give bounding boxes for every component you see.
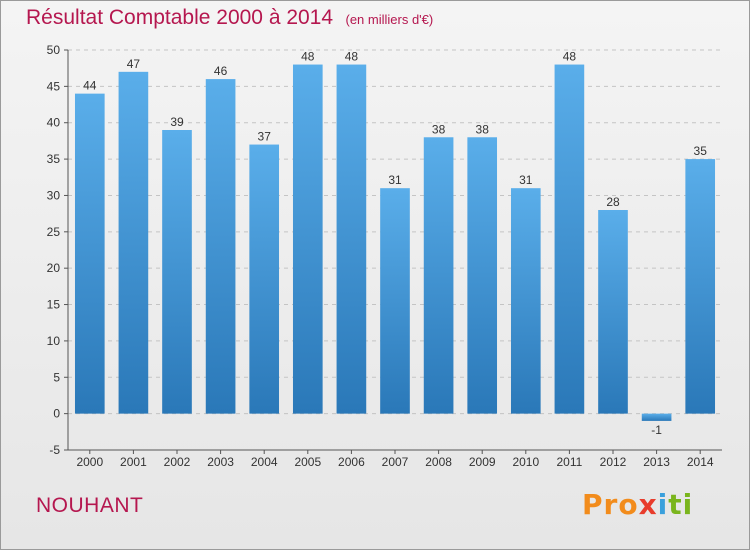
y-tick-label: 20 xyxy=(47,261,61,275)
bar xyxy=(162,130,192,414)
data-label: 38 xyxy=(432,122,446,136)
data-label: -1 xyxy=(651,423,662,437)
bar xyxy=(510,188,541,414)
commune-name: NOUHANT xyxy=(36,494,144,517)
bar xyxy=(205,79,236,414)
y-tick-label: 45 xyxy=(47,79,61,93)
x-tick-label: 2004 xyxy=(251,455,278,469)
data-label: 46 xyxy=(214,64,228,78)
y-tick-label: 35 xyxy=(47,152,61,166)
data-label: 44 xyxy=(83,79,97,93)
bar xyxy=(118,71,149,414)
x-tick-label: 2001 xyxy=(120,455,147,469)
y-tick-label: 10 xyxy=(47,334,61,348)
bar xyxy=(685,159,716,414)
x-tick-label: 2011 xyxy=(556,455,582,469)
bar xyxy=(336,64,367,414)
y-tick-label: 30 xyxy=(47,188,61,202)
data-label: 38 xyxy=(476,122,490,136)
chart-title: Résultat Comptable 2000 à 2014 xyxy=(26,6,334,29)
x-tick-label: 2013 xyxy=(643,455,670,469)
bar xyxy=(380,188,410,414)
x-tick-label: 2009 xyxy=(469,455,496,469)
bar xyxy=(249,144,280,414)
y-tick-label: 15 xyxy=(47,298,61,312)
data-label: 37 xyxy=(258,130,272,144)
data-label: 39 xyxy=(170,115,184,129)
bar xyxy=(74,93,105,414)
bar xyxy=(598,210,628,414)
bar xyxy=(292,64,323,414)
x-tick-label: 2000 xyxy=(76,455,103,469)
data-label: 31 xyxy=(388,173,402,187)
chart-title-block: Résultat Comptable 2000 à 2014 (en milli… xyxy=(26,6,433,30)
x-tick-label: 2008 xyxy=(425,455,452,469)
chart-subtitle: (en milliers d'€) xyxy=(345,12,434,27)
y-tick-label: 5 xyxy=(53,370,60,384)
y-tick-label: -5 xyxy=(49,443,60,457)
y-tick-label: 25 xyxy=(47,225,61,239)
y-tick-label: 40 xyxy=(47,116,61,130)
data-label: 48 xyxy=(345,50,359,64)
bar xyxy=(641,413,672,421)
data-label: 48 xyxy=(563,50,577,64)
data-label: 35 xyxy=(694,144,708,158)
data-label: 31 xyxy=(519,173,533,187)
x-tick-label: 2005 xyxy=(294,455,321,469)
x-tick-label: 2010 xyxy=(512,455,539,469)
proxiti-logo: Proxiti xyxy=(582,488,694,521)
bar xyxy=(423,137,454,414)
data-label: 28 xyxy=(606,195,620,209)
y-tick-label: 0 xyxy=(53,407,60,421)
bar xyxy=(554,64,585,414)
data-label: 48 xyxy=(301,50,315,64)
x-tick-label: 2007 xyxy=(382,455,409,469)
bar xyxy=(467,137,498,414)
y-tick-label: 50 xyxy=(47,43,61,57)
x-tick-label: 2003 xyxy=(207,455,234,469)
x-tick-label: 2002 xyxy=(164,455,191,469)
data-label: 47 xyxy=(127,57,141,71)
x-tick-label: 2014 xyxy=(687,455,714,469)
x-tick-label: 2006 xyxy=(338,455,365,469)
x-tick-label: 2012 xyxy=(600,455,627,469)
